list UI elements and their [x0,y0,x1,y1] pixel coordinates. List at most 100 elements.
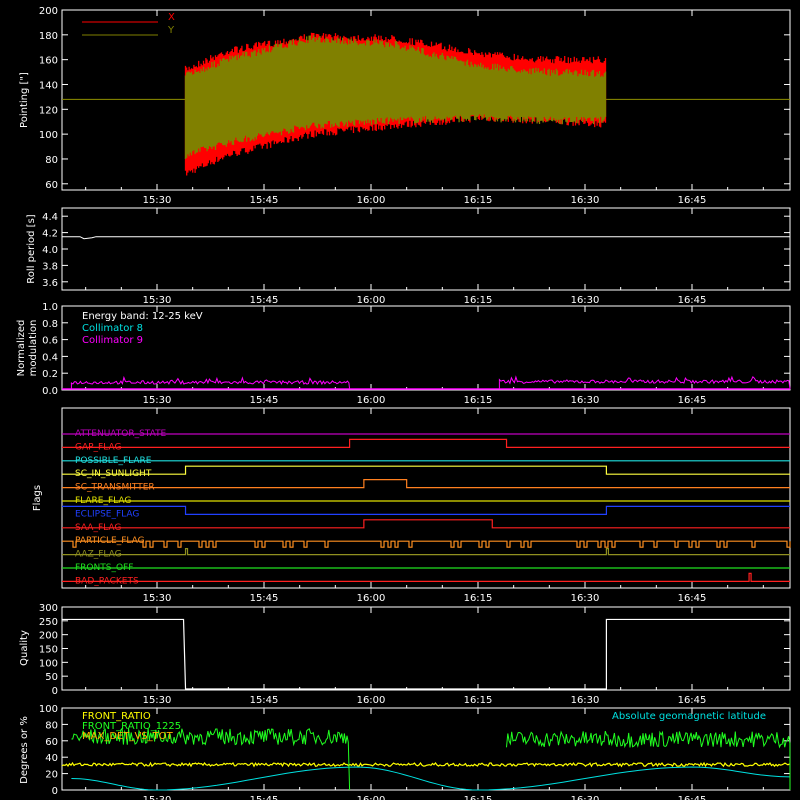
modulation-series-segment [498,375,791,390]
flags-ylabel: Flags [32,485,43,511]
ratios-y-tick-label: 0 [52,786,58,797]
pointing-y-tick-label: 60 [45,180,58,191]
modulation-ylabel-1: Normalized [16,320,27,377]
x-tick-label: 16:45 [678,295,707,306]
flag-trace-sc-in-sunlight [62,465,790,475]
geomagnetic-legend-label: Absolute geomagnetic latitude [612,711,766,722]
ratios-legend-label: FRONT_RATIO [82,711,151,722]
modulation-y-tick-label: 0.8 [42,319,58,330]
quality-y-tick-label: 150 [39,645,58,656]
pointing-ylabel: Pointing ["] [19,72,30,128]
ratios-ylabel: Degrees or % [19,716,30,784]
modulation-y-tick-label: 0.4 [42,352,58,363]
pointing-y-tick-label: 160 [39,56,58,67]
modulation-y-tick-label: 0.6 [42,336,58,347]
flag-trace-bad-packets [62,572,790,582]
x-tick-label: 15:30 [143,593,172,604]
x-tick-label: 15:30 [143,795,172,800]
ratios-y-tick-label: 60 [45,737,58,748]
flag-trace-gap-flag [62,438,790,448]
x-tick-label: 16:15 [464,395,493,406]
flag-trace-particle-flag [62,540,791,548]
x-tick-label: 16:45 [678,195,707,206]
pointing-frame [61,9,791,191]
modulation-y-tick-label: 0.2 [42,369,58,380]
x-tick-label: 16:00 [357,593,386,604]
quality-y-tick-label: 50 [45,672,58,683]
modulation-legend-label: Energy band: 12-25 keV [82,311,203,322]
quality-ylabel: Quality [19,630,30,666]
pointing-series-Y [184,35,607,159]
roll-panel: 15:30 15:45 16:00 16:15 16:30 16:45 3.6 3.8 4.0 4… [26,207,791,306]
modulation-panel: 15:30 15:45 16:00 16:15 16:30 16:45 0.0 0.2 0.4 0… [16,302,791,406]
pointing-y-tick-label: 120 [39,105,58,116]
flag-trace-sc-transmitter [62,479,790,489]
pointing-legend-label: Y [167,25,175,36]
flag-trace-eclipse-flag [62,505,790,515]
x-tick-label: 16:15 [464,795,493,800]
x-tick-label: 16:45 [678,395,707,406]
roll-ylabel: Roll period [s] [26,214,37,283]
roll-y-tick-label: 4.4 [42,212,58,223]
pointing-legend-label: X [168,12,175,23]
quality-line [62,618,790,690]
x-tick-label: 15:45 [250,395,279,406]
roll-period-line [62,236,790,240]
x-tick-label: 15:45 [250,593,279,604]
quality-y-tick-label: 200 [39,631,58,642]
x-tick-label: 16:30 [571,695,600,706]
pointing-y-tick-label: 200 [39,6,58,17]
modulation-legend-label: Collimator 9 [82,335,143,346]
x-tick-label: 16:00 [357,695,386,706]
x-tick-label: 15:30 [143,295,172,306]
x-tick-label: 15:45 [250,795,279,800]
x-tick-label: 16:45 [678,695,707,706]
ratios-y-tick-label: 20 [45,770,58,781]
modulation-frame [61,305,791,391]
roll-y-tick-label: 4.2 [42,229,58,240]
modulation-legend-label: Collimator 8 [82,323,143,334]
roll-frame [61,207,791,291]
flag-label-eclipse-flag: ECLIPSE_FLAG [75,509,139,519]
x-tick-label: 16:15 [464,593,493,604]
ratios-legend-label: MAX_DET_VS_TOT [82,731,174,742]
flag-trace-saa-flag [62,519,790,529]
front-ratio-1225-segment [506,730,791,791]
ratios-y-tick-label: 100 [39,704,58,715]
geomagnetic-latitude-line [71,766,791,791]
x-tick-label: 16:30 [571,195,600,206]
x-tick-label: 16:00 [357,295,386,306]
flag-trace-aaz-flag [62,548,790,556]
modulation-y-tick-label: 0.0 [42,386,58,397]
quality-panel: 15:30 15:45 16:00 16:15 16:30 16:45 0 50 100 150 2… [19,603,791,706]
front-ratio-1225-segment [71,727,351,791]
roll-y-tick-label: 3.6 [42,278,58,289]
x-tick-label: 16:45 [678,593,707,604]
ratios-y-tick-label: 80 [45,720,58,731]
x-tick-label: 16:00 [357,395,386,406]
x-tick-label: 16:15 [464,695,493,706]
flags-frame [61,407,791,589]
quality-y-tick-label: 300 [39,603,58,614]
x-tick-label: 16:30 [571,593,600,604]
modulation-y-tick-label: 1.0 [42,302,58,313]
x-tick-label: 15:30 [143,395,172,406]
pointing-y-tick-label: 140 [39,80,58,91]
quality-y-tick-label: 0 [52,686,58,697]
x-tick-label: 16:15 [464,295,493,306]
pointing-panel: 15:30 15:45 16:00 16:15 16:30 16:45 60 80 100 120… [19,6,791,206]
x-tick-label: 16:30 [571,795,600,800]
pointing-y-tick-label: 180 [39,31,58,42]
roll-y-tick-label: 3.8 [42,261,58,272]
x-tick-label: 15:45 [250,295,279,306]
pointing-y-tick-label: 100 [39,130,58,141]
x-tick-label: 16:30 [571,395,600,406]
x-tick-label: 16:45 [678,795,707,800]
flags-panel: 15:30 15:45 16:00 16:15 16:30 16:45FlagsATTEN… [32,407,791,604]
modulation-ylabel-2: modulation [28,320,39,377]
pointing-y-tick-label: 80 [45,155,58,166]
x-tick-label: 16:30 [571,295,600,306]
x-tick-label: 16:00 [357,795,386,800]
quality-y-tick-label: 100 [39,658,58,669]
x-tick-label: 16:00 [357,195,386,206]
